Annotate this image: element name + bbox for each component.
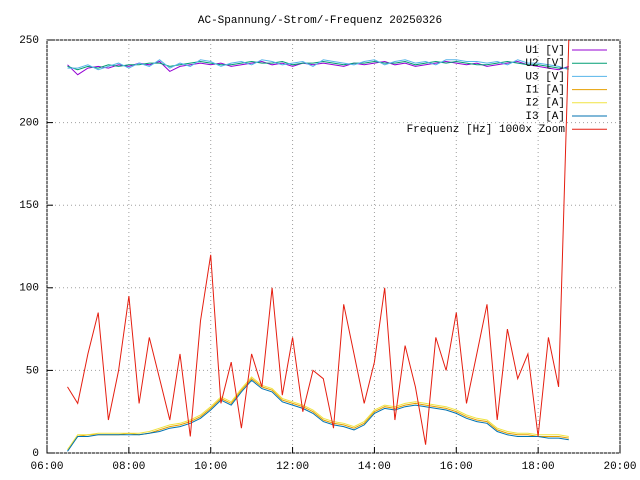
x-tick-label: 12:00 xyxy=(276,461,309,473)
x-tick-label: 16:00 xyxy=(440,461,473,473)
series-line xyxy=(67,39,570,445)
legend-label: U2 [V] xyxy=(525,58,565,70)
series-line xyxy=(67,59,569,71)
series-line xyxy=(67,60,569,76)
legend-label: I1 [A] xyxy=(525,85,565,97)
legend-label: I2 [A] xyxy=(525,98,565,110)
plot-frame xyxy=(46,39,621,454)
y-tick-label: 200 xyxy=(19,118,39,130)
y-tick-label: 50 xyxy=(26,365,39,377)
x-tick-label: 14:00 xyxy=(358,461,391,473)
legend-label: Frequenz [Hz] 1000x Zoom xyxy=(407,124,566,136)
y-tick-label: 150 xyxy=(19,200,39,212)
y-tick-label: 0 xyxy=(32,448,39,460)
x-tick-label: 18:00 xyxy=(522,461,555,473)
x-tick-label: 10:00 xyxy=(194,461,227,473)
legend-label: U3 [V] xyxy=(525,71,565,83)
chart-title: AC-Spannung/-Strom/-Frequenz 20250326 xyxy=(198,15,442,27)
legend-label: U1 [V] xyxy=(525,45,565,57)
y-tick-label: 100 xyxy=(19,283,39,295)
y-tick-label: 250 xyxy=(19,35,39,47)
x-tick-label: 06:00 xyxy=(30,461,63,473)
legend-label: I3 [A] xyxy=(525,111,565,123)
series-line xyxy=(67,376,569,450)
x-tick-label: 20:00 xyxy=(603,461,636,473)
series-line xyxy=(67,379,569,452)
series-line xyxy=(67,60,569,71)
x-tick-label: 08:00 xyxy=(112,461,145,473)
